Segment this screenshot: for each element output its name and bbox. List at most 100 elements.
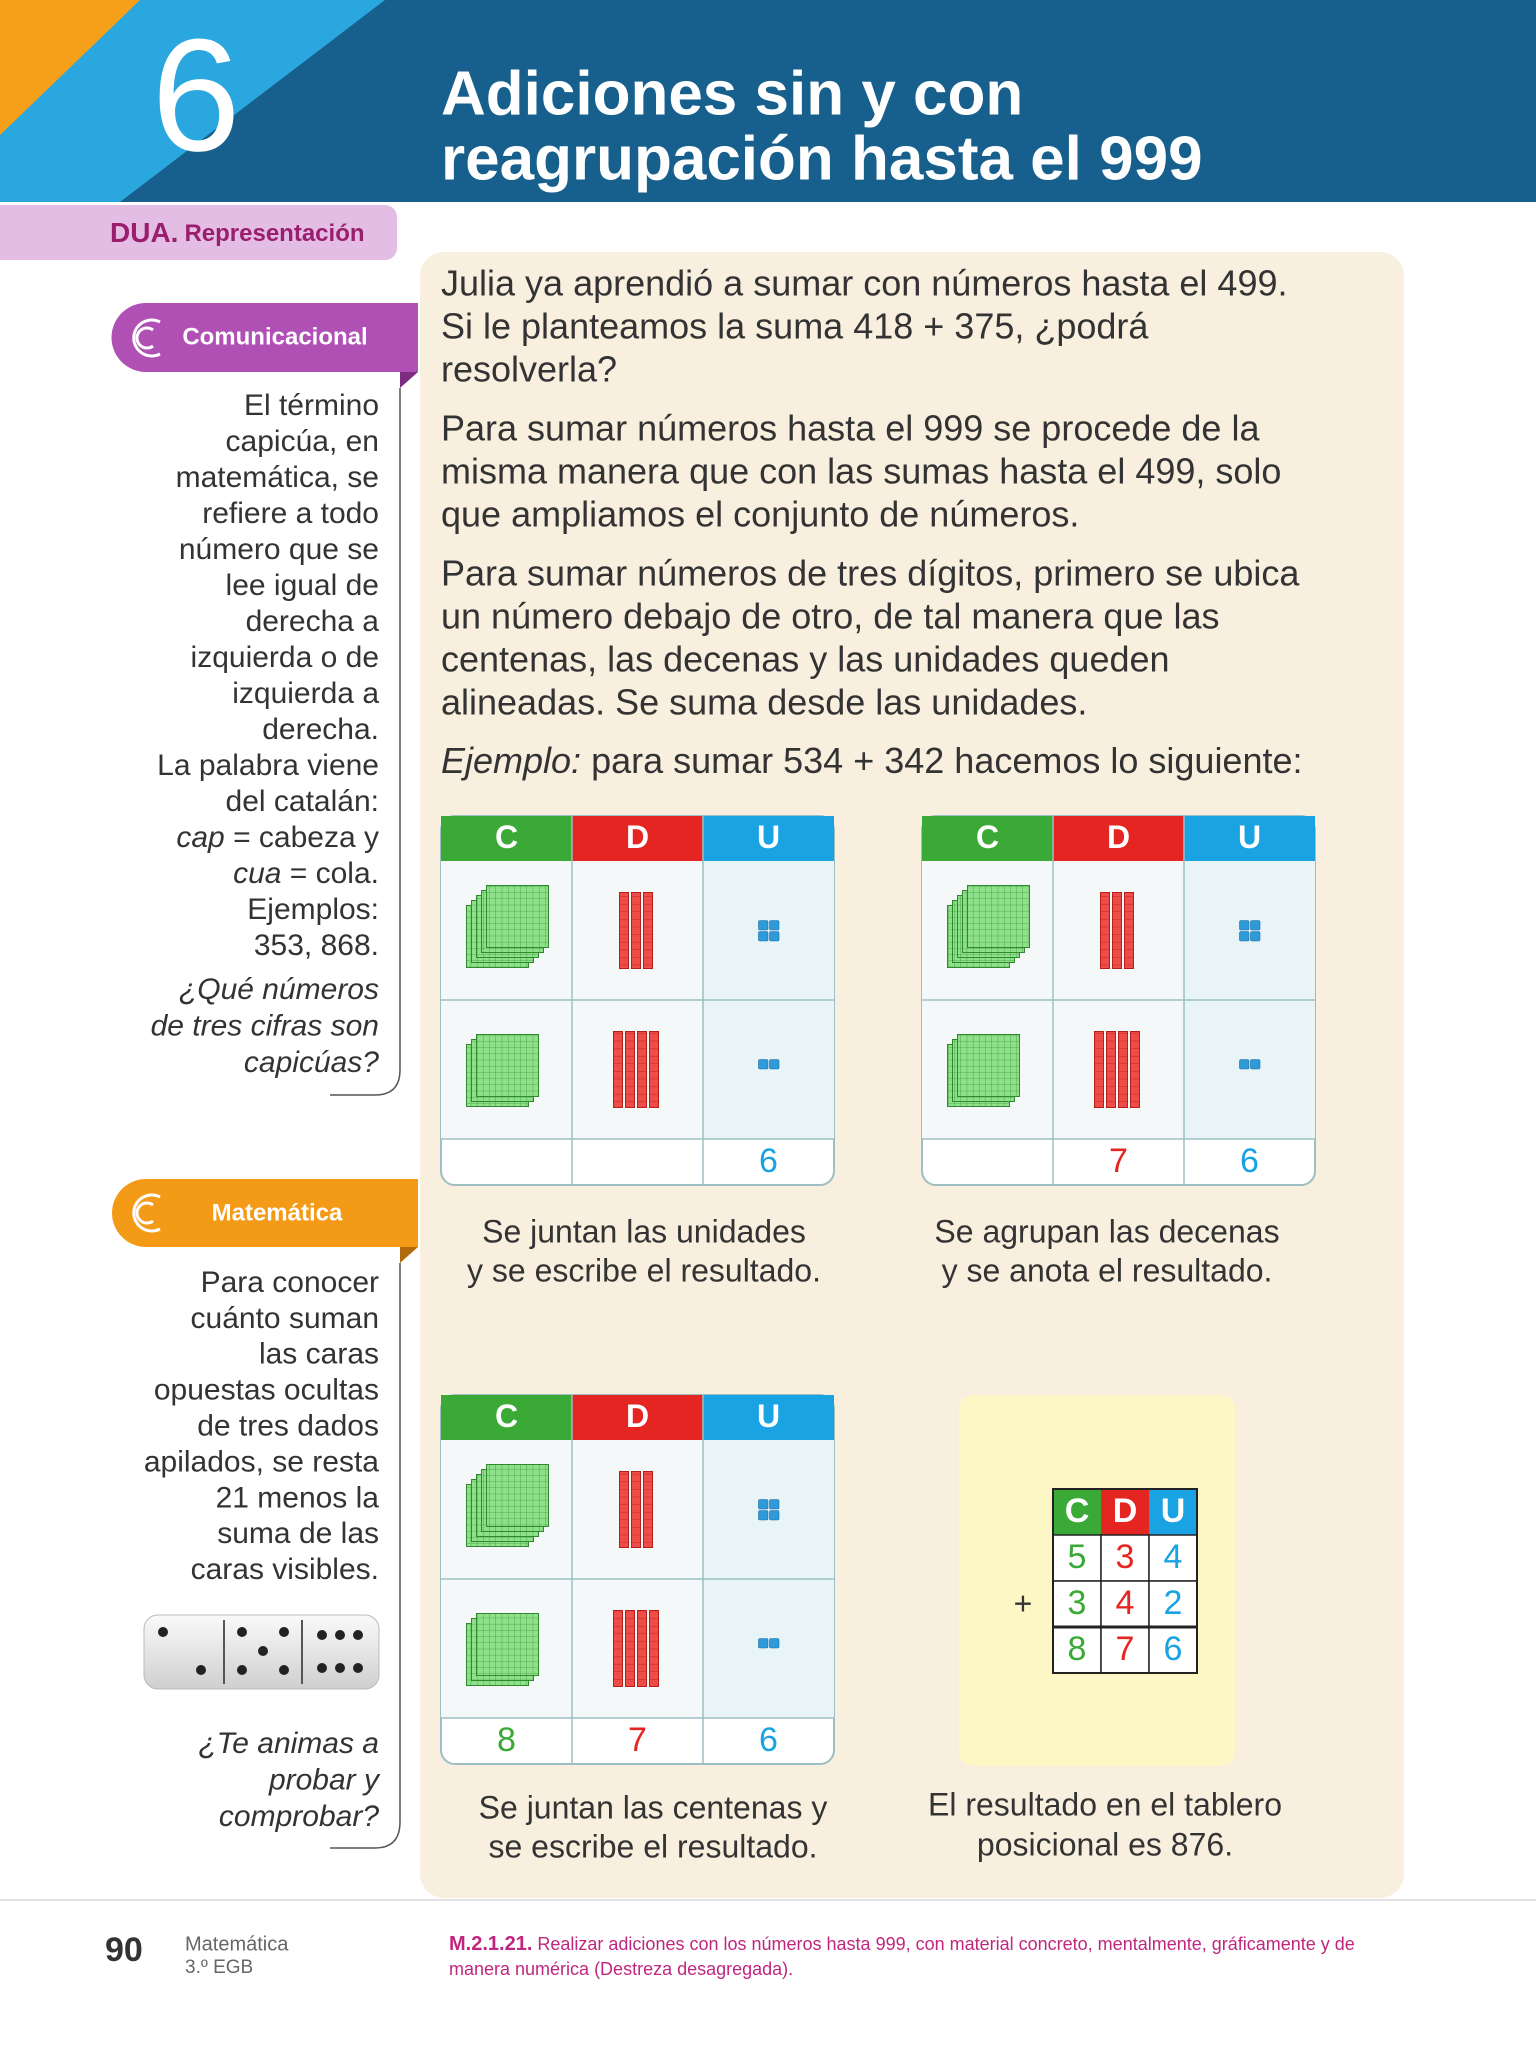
ten-rod: [631, 1471, 641, 1548]
unit-cube: [769, 931, 780, 942]
ten-rod: [643, 892, 653, 969]
paragraph-line: Julia ya aprendió a sumar con números ha…: [441, 263, 1288, 304]
sidebar-text: capicúa, en: [226, 425, 379, 458]
board-header-label: D: [626, 819, 649, 855]
board-caption: Se juntan las unidades: [482, 1213, 806, 1249]
ten-rod: [1106, 1031, 1116, 1108]
summary-header-label: D: [1113, 1492, 1138, 1530]
skill-code: M.2.1.21.: [449, 1933, 532, 1955]
ten-rod: [613, 1031, 623, 1108]
unit-cube: [758, 920, 769, 931]
ten-rod: [625, 1610, 635, 1687]
board-header: [441, 1395, 572, 1440]
ten-rod: [1112, 892, 1122, 969]
sidebar-text: cuánto suman: [191, 1302, 379, 1335]
board-caption: y se anota el resultado.: [942, 1252, 1273, 1288]
unit-cube: [758, 1638, 769, 1649]
text-run: = cabeza y: [225, 821, 379, 854]
summary-digit: 2: [1164, 1584, 1183, 1622]
skill-text: Realizar adiciones con los números hasta…: [537, 1934, 1354, 1954]
sidebar-text: caras visibles.: [191, 1553, 379, 1586]
board-header: [572, 1395, 703, 1440]
page-number: 90: [105, 1931, 143, 1969]
sidebar-text: opuestas ocultas: [154, 1374, 379, 1407]
sidebar-bracket: [330, 388, 401, 1096]
sidebar-text: matemática, se: [176, 461, 379, 494]
paragraph-line: centenas, las decenas y las unidades que…: [441, 639, 1170, 680]
sidebar-text: apilados, se resta: [144, 1445, 379, 1478]
summary-header-label: C: [1065, 1492, 1090, 1530]
sidebar-text: El término: [244, 389, 379, 422]
paragraph-line: Si le planteamos la suma 418 + 375, ¿pod…: [441, 306, 1149, 347]
dua-label: DUA. Representación: [110, 217, 365, 248]
paragraph-line: resolverla?: [441, 349, 617, 390]
hundred-block: [476, 1034, 539, 1097]
board-header-label: U: [757, 1398, 780, 1434]
sidebar-bracket: [330, 1263, 401, 1849]
sidebar-text: cap = cabeza y: [176, 821, 379, 854]
ten-rod: [649, 1031, 659, 1108]
board-result: 8: [497, 1721, 516, 1759]
ten-rod: [1100, 892, 1110, 969]
footer-skill: M.2.1.21. Realizar adiciones con los núme…: [449, 1933, 1355, 1955]
ten-rod: [643, 1471, 653, 1548]
unit-cube: [758, 1510, 769, 1521]
header-accent: [0, 0, 385, 202]
unit-cube: [1239, 931, 1250, 942]
board-header: [1053, 816, 1184, 861]
board-result: 6: [759, 1142, 778, 1180]
unit-number: 6: [152, 5, 241, 184]
matematica-tab: [112, 1179, 418, 1247]
summary-digit: 7: [1116, 1630, 1135, 1668]
board-caption: Se juntan las centenas y: [479, 1789, 828, 1825]
unit-cube: [769, 1638, 780, 1649]
board-result: 6: [759, 1721, 778, 1759]
board-header: [1184, 816, 1315, 861]
sidebar-text: derecha.: [262, 713, 379, 746]
sidebar-question: de tres cifras son: [151, 1009, 379, 1042]
unit-cube: [1239, 920, 1250, 931]
summary-cell: [1148, 1534, 1198, 1582]
unit-cube: [769, 1510, 780, 1521]
hundred-block: [957, 1034, 1020, 1097]
board-header: [441, 816, 572, 861]
page-title: Adiciones sin y con: [441, 59, 1023, 128]
operator: +: [1014, 1585, 1033, 1621]
summary-header-label: U: [1161, 1492, 1186, 1530]
ten-rod: [1130, 1031, 1140, 1108]
summary-digit: 6: [1164, 1630, 1183, 1668]
sidebar-question: probar y: [268, 1763, 381, 1796]
summary-header: [1101, 1489, 1149, 1535]
sidebar-text: suma de las: [217, 1517, 379, 1550]
board-header-label: C: [976, 819, 999, 855]
board-header-label: C: [495, 819, 518, 855]
ten-rod: [625, 1031, 635, 1108]
ten-rod: [1118, 1031, 1128, 1108]
unit-cube: [769, 1059, 780, 1070]
ten-rod: [649, 1610, 659, 1687]
ten-rod: [637, 1031, 647, 1108]
sidebar-text: número que se: [179, 533, 379, 566]
summary-digit: 3: [1068, 1584, 1087, 1622]
board-caption: se escribe el resultado.: [488, 1828, 817, 1864]
hundred-block: [486, 885, 549, 948]
board-header-label: D: [1107, 819, 1130, 855]
ten-rod: [613, 1610, 623, 1687]
paragraph-line: alineadas. Se suma desde las unidades.: [441, 682, 1087, 723]
footer-subject: Matemática: [185, 1933, 289, 1955]
sidebar-question: ¿Te animas a: [198, 1727, 379, 1760]
tab-label: Matemática: [212, 1199, 343, 1226]
unit-cube: [1250, 931, 1261, 942]
summary-caption: posicional es 876.: [977, 1826, 1233, 1862]
tab-label: Comunicacional: [182, 323, 367, 350]
summary-header: [1053, 1489, 1101, 1535]
ten-rod: [619, 892, 629, 969]
summary-digit: 4: [1164, 1538, 1183, 1576]
paragraph-line: que ampliamos el conjunto de números.: [441, 494, 1079, 535]
ten-rod: [1124, 892, 1134, 969]
summary-cell: [1100, 1580, 1150, 1628]
hundred-block: [967, 885, 1030, 948]
emphasis: cap: [176, 821, 224, 854]
ten-rod: [619, 1471, 629, 1548]
unit-cube: [758, 1499, 769, 1510]
